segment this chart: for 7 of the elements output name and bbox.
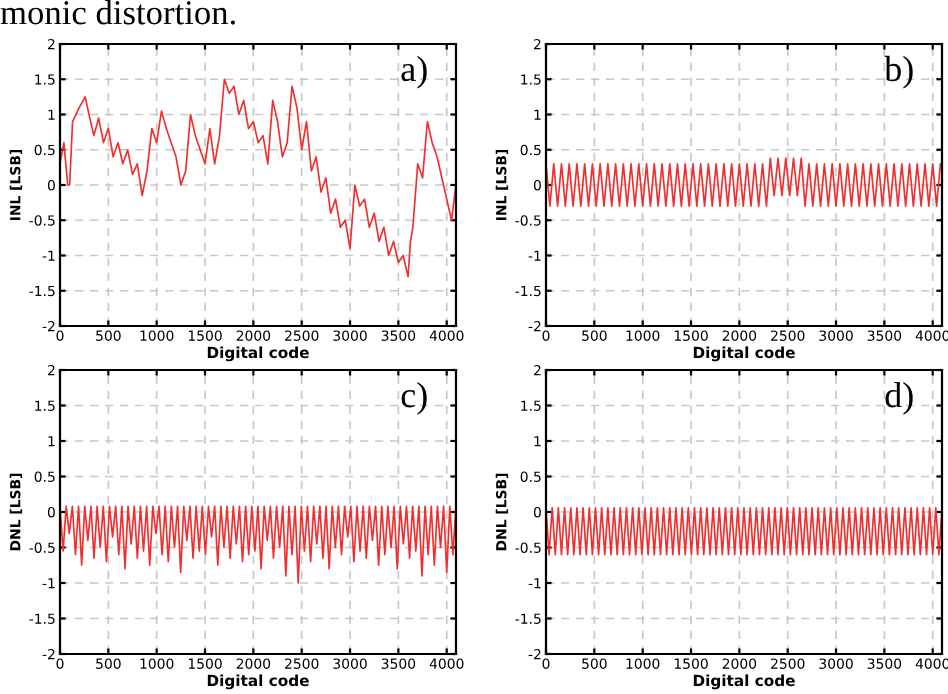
line-series xyxy=(546,157,942,207)
line-series xyxy=(60,505,456,584)
annotation: b) xyxy=(884,55,913,89)
annotation: d) xyxy=(885,382,913,415)
annotation: c) xyxy=(401,382,427,415)
text: monic distortion. xyxy=(0,0,235,25)
annotation: a) xyxy=(401,55,427,89)
